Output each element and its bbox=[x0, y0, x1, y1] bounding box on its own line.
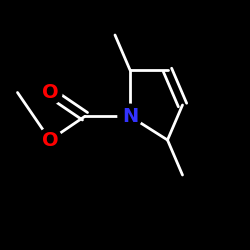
Circle shape bbox=[38, 128, 62, 152]
Text: N: N bbox=[122, 107, 138, 126]
Text: O: O bbox=[42, 83, 58, 102]
Circle shape bbox=[38, 80, 62, 104]
Text: O: O bbox=[42, 130, 58, 150]
Circle shape bbox=[118, 104, 142, 128]
